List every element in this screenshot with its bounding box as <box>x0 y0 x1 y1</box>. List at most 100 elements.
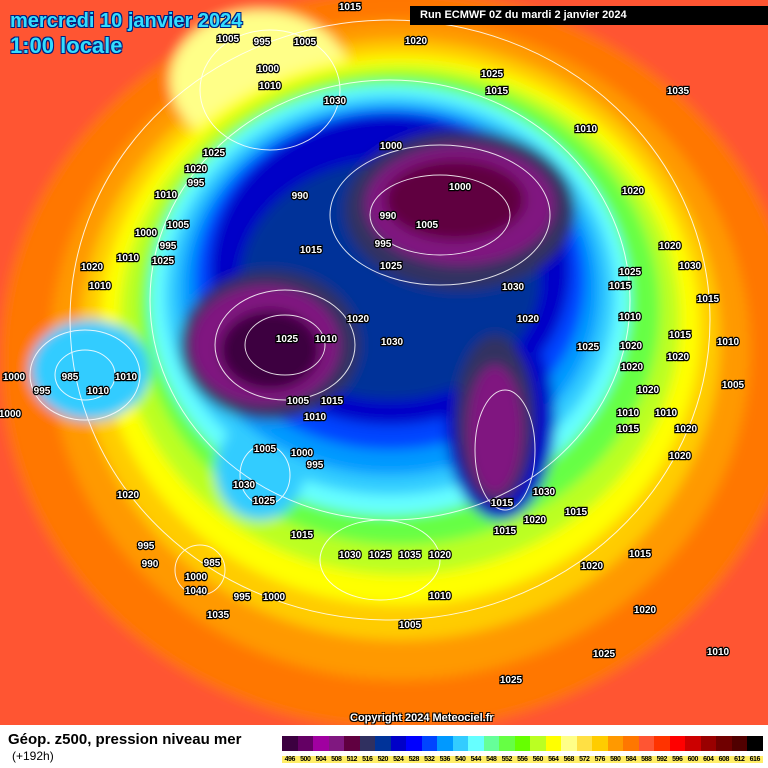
isobar-label: 995 <box>254 37 271 48</box>
isobar-label: 1010 <box>115 372 138 383</box>
legend-label: 524 <box>390 756 406 763</box>
isobar-label: 1020 <box>405 36 428 47</box>
legend-swatch <box>747 736 763 751</box>
isobar-label: 1020 <box>347 314 370 325</box>
legend-label: 608 <box>716 756 732 763</box>
isobar-label: 1035 <box>207 610 230 621</box>
legend-swatch <box>390 736 406 751</box>
legend-swatch <box>297 736 313 751</box>
legend-swatch <box>468 736 484 751</box>
isobar-label: 1005 <box>287 396 310 407</box>
isobar-label: 1010 <box>259 81 282 92</box>
isobar-label: 1015 <box>300 245 323 256</box>
legend-label: 504 <box>313 756 329 763</box>
isobar-label: 1010 <box>617 408 640 419</box>
legend-label: 544 <box>468 756 484 763</box>
legend-swatch <box>437 736 453 751</box>
isobar-label: 1020 <box>622 186 645 197</box>
legend-label: 540 <box>452 756 468 763</box>
legend-label: 556 <box>514 756 530 763</box>
isobar-label: 1020 <box>117 490 140 501</box>
isobar-label: 1015 <box>321 396 344 407</box>
legend-swatch <box>282 736 298 751</box>
isobar-label: 1030 <box>502 282 525 293</box>
isobar-label: 1010 <box>117 253 140 264</box>
isobar-label: 1025 <box>500 675 523 686</box>
forecast-date: mercredi 10 janvier 2024 <box>10 10 243 32</box>
isobar-label: 995 <box>34 386 51 397</box>
isobar-label: 1000 <box>3 372 26 383</box>
isobar-label: 1015 <box>609 281 632 292</box>
isobar-label: 1035 <box>667 86 690 97</box>
isobar-label: 1000 <box>449 182 472 193</box>
legend-swatch <box>313 736 329 751</box>
isobar-label: 1015 <box>669 330 692 341</box>
legend-swatch <box>545 736 561 751</box>
z500-shading <box>0 0 768 725</box>
legend-swatch <box>406 736 422 751</box>
isobar-label: 1035 <box>399 550 422 561</box>
isobar-label: 1015 <box>565 507 588 518</box>
legend-label: 500 <box>297 756 313 763</box>
isobar-label: 1005 <box>399 620 422 631</box>
legend-label: 552 <box>499 756 515 763</box>
isobar-label: 1000 <box>291 448 314 459</box>
isobar-label: 1010 <box>429 591 452 602</box>
isobar-label: 1020 <box>581 561 604 572</box>
legend-swatch <box>499 736 515 751</box>
legend-swatch <box>344 736 360 751</box>
isobar-label: 1000 <box>0 409 22 420</box>
legend-label: 508 <box>328 756 344 763</box>
isobar-label: 1010 <box>707 647 730 658</box>
isobar-label: 1005 <box>217 34 240 45</box>
legend-label: 588 <box>638 756 654 763</box>
isobar-label: 1010 <box>155 190 178 201</box>
forecast-lead: (+192h) <box>12 749 54 763</box>
legend-label: 592 <box>654 756 670 763</box>
isobar-label: 1015 <box>486 86 509 97</box>
isobar-label: 1010 <box>87 386 110 397</box>
legend-swatch <box>483 736 499 751</box>
isobar-label: 995 <box>307 460 324 471</box>
isobar-label: 990 <box>380 211 397 222</box>
legend-label: 520 <box>375 756 391 763</box>
isobar-label: 1005 <box>254 444 277 455</box>
legend-label: 548 <box>483 756 499 763</box>
legend-swatch <box>638 736 654 751</box>
isobar-label: 1010 <box>717 337 740 348</box>
isobar-label: 1010 <box>304 412 327 423</box>
legend-label: 532 <box>421 756 437 763</box>
isobar-label: 1010 <box>89 281 112 292</box>
isobar-label: 1025 <box>380 261 403 272</box>
legend-swatch <box>669 736 685 751</box>
legend-label: 576 <box>592 756 608 763</box>
isobar-label: 1000 <box>380 141 403 152</box>
legend-swatch <box>561 736 577 751</box>
isobar-label: 995 <box>160 241 177 252</box>
legend-label: 596 <box>669 756 685 763</box>
color-legend <box>282 736 763 751</box>
forecast-time: 1:00 locale <box>10 33 123 58</box>
isobar-label: 1020 <box>429 550 452 561</box>
isobar-label: 1010 <box>315 334 338 345</box>
isobar-label: 1005 <box>722 380 745 391</box>
copyright: Copyright 2024 Meteociel.fr <box>350 712 494 724</box>
legend-label: 612 <box>731 756 747 763</box>
legend-label: 528 <box>406 756 422 763</box>
isobar-label: 1030 <box>533 487 556 498</box>
isobar-label: 1030 <box>381 337 404 348</box>
isobar-label: 1025 <box>593 649 616 660</box>
isobar-label: 1015 <box>491 498 514 509</box>
isobar-label: 1020 <box>81 262 104 273</box>
map-title: Géop. z500, pression niveau mer <box>8 731 242 748</box>
geopotential-map: 1015 1005 995 1005 1000 1010 1020 1025 1015 1035 1… <box>0 0 768 725</box>
legend-swatch <box>623 736 639 751</box>
isobar-label: 1010 <box>575 124 598 135</box>
legend-swatch <box>731 736 747 751</box>
color-legend-labels: 496 500 504 508 512 516 520 524 528 532 536 540 544 5… <box>282 756 763 763</box>
legend-swatch <box>452 736 468 751</box>
legend-label: 496 <box>282 756 298 763</box>
isobar-label: 1020 <box>669 451 692 462</box>
legend-swatch <box>700 736 716 751</box>
legend-swatch <box>359 736 375 751</box>
